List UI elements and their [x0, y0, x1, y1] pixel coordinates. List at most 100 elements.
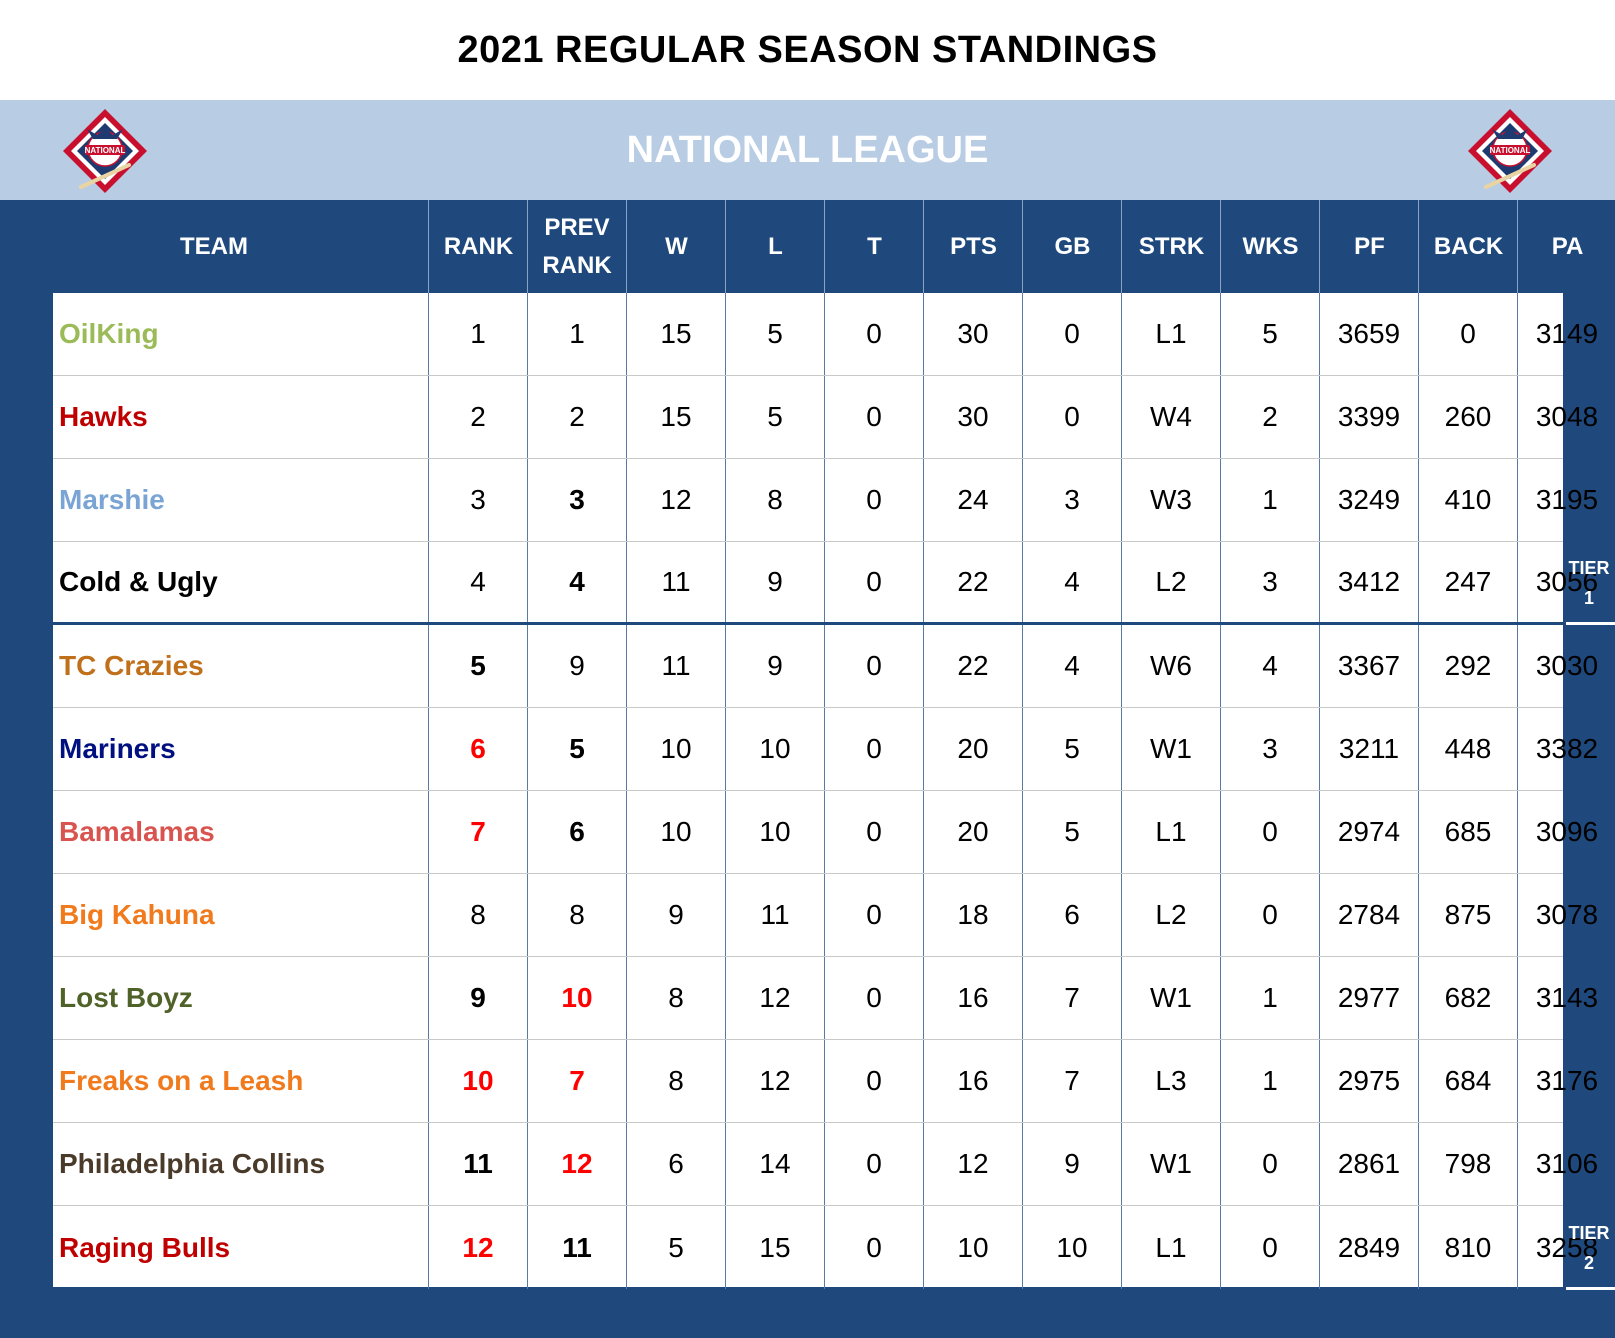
l-cell: 15: [725, 1206, 824, 1289]
pf-cell: 2784: [1319, 874, 1418, 956]
w-cell: 10: [626, 708, 725, 790]
column-header-pa: PA: [1517, 200, 1615, 293]
back-cell: 685: [1418, 791, 1517, 873]
strk-cell: W4: [1121, 376, 1220, 458]
gb-cell: 5: [1022, 791, 1121, 873]
strk-cell: L2: [1121, 542, 1220, 622]
t-cell: 0: [824, 376, 923, 458]
column-header-gb: GB: [1022, 200, 1122, 293]
gb-cell: 0: [1022, 376, 1121, 458]
strk-cell: L1: [1121, 293, 1220, 375]
title-band: 2021 REGULAR SEASON STANDINGS: [0, 0, 1615, 101]
team-name: Philadelphia Collins: [59, 1148, 326, 1179]
pts-cell: 10: [923, 1206, 1022, 1289]
gb-cell: 0: [1022, 293, 1121, 375]
pts-cell: 16: [923, 957, 1022, 1039]
w-cell: 5: [626, 1206, 725, 1289]
team-name: Hawks: [59, 401, 148, 432]
column-header-pts: PTS: [923, 200, 1023, 293]
pf-cell: 3367: [1319, 625, 1418, 707]
w-cell: 15: [626, 376, 725, 458]
back-cell: 0: [1418, 293, 1517, 375]
pf-cell: 2977: [1319, 957, 1418, 1039]
column-header-prev-rank: PREV RANK: [527, 200, 626, 293]
pa-cell: 3106: [1517, 1123, 1615, 1205]
rank-cell: 6: [428, 708, 527, 790]
back-cell: 798: [1418, 1123, 1517, 1205]
w-cell: 11: [626, 625, 725, 707]
l-cell: 5: [725, 293, 824, 375]
national-league-logo-icon: NATIONAL: [63, 109, 147, 193]
l-cell: 10: [725, 791, 824, 873]
pf-cell: 3399: [1319, 376, 1418, 458]
strk-cell: W6: [1121, 625, 1220, 707]
team-name: Bamalamas: [59, 816, 215, 847]
pts-cell: 12: [923, 1123, 1022, 1205]
gb-cell: 4: [1022, 625, 1121, 707]
back-cell: 875: [1418, 874, 1517, 956]
league-name: NATIONAL LEAGUE: [626, 128, 989, 171]
table-row: Hawks 2 2 15 5 0 30 0 W4 2 3399 260 3048: [53, 376, 1598, 459]
back-cell: 247: [1418, 542, 1517, 622]
w-cell: 6: [626, 1123, 725, 1205]
wks-cell: 3: [1220, 542, 1319, 622]
pts-cell: 30: [923, 293, 1022, 375]
pf-cell: 2861: [1319, 1123, 1418, 1205]
wks-cell: 1: [1220, 957, 1319, 1039]
prev-rank-cell: 8: [527, 874, 626, 956]
rank-cell: 3: [428, 459, 527, 541]
t-cell: 0: [824, 1040, 923, 1122]
gb-cell: 7: [1022, 957, 1121, 1039]
tier-1-label: TIER 1: [1568, 558, 1610, 608]
pa-cell: 3078: [1517, 874, 1615, 956]
table-row: Bamalamas 7 6 10 10 0 20 5 L1 0 2974 685 3096: [53, 791, 1598, 874]
strk-cell: L1: [1121, 1206, 1220, 1289]
prev-rank-cell: 9: [527, 625, 626, 707]
w-cell: 8: [626, 1040, 725, 1122]
pa-cell: 3382: [1517, 708, 1615, 790]
pa-cell: 3143: [1517, 957, 1615, 1039]
w-cell: 10: [626, 791, 725, 873]
prev-rank-cell: 7: [527, 1040, 626, 1122]
back-cell: 682: [1418, 957, 1517, 1039]
rank-cell: 1: [428, 293, 527, 375]
pa-cell: 3258: [1517, 1206, 1615, 1289]
strk-cell: L1: [1121, 791, 1220, 873]
strk-cell: W1: [1121, 957, 1220, 1039]
back-cell: 410: [1418, 459, 1517, 541]
wks-cell: 5: [1220, 293, 1319, 375]
pts-cell: 18: [923, 874, 1022, 956]
pf-cell: 2975: [1319, 1040, 1418, 1122]
strk-cell: W1: [1121, 708, 1220, 790]
pf-cell: 2974: [1319, 791, 1418, 873]
pts-cell: 30: [923, 376, 1022, 458]
pa-cell: 3176: [1517, 1040, 1615, 1122]
prev-rank-cell: 2: [527, 376, 626, 458]
pts-cell: 20: [923, 708, 1022, 790]
strk-cell: W3: [1121, 459, 1220, 541]
table-row: Lost Boyz 9 10 8 12 0 16 7 W1 1 2977 682 3143: [53, 957, 1598, 1040]
team-name: Lost Boyz: [59, 982, 193, 1013]
t-cell: 0: [824, 708, 923, 790]
column-header-w: W: [626, 200, 726, 293]
strk-cell: L2: [1121, 874, 1220, 956]
gb-cell: 6: [1022, 874, 1121, 956]
table-row: Mariners 6 5 10 10 0 20 5 W1 3 3211 448 3382: [53, 708, 1598, 791]
prev-rank-cell: 6: [527, 791, 626, 873]
national-league-logo-icon: NATIONAL: [1468, 109, 1552, 193]
column-header-pf: PF: [1319, 200, 1419, 293]
t-cell: 0: [824, 625, 923, 707]
l-cell: 14: [725, 1123, 824, 1205]
column-header-l: L: [725, 200, 825, 293]
pts-cell: 20: [923, 791, 1022, 873]
wks-cell: 4: [1220, 625, 1319, 707]
team-name: Freaks on a Leash: [59, 1065, 304, 1096]
column-header-back: BACK: [1418, 200, 1518, 293]
rank-cell: 2: [428, 376, 527, 458]
tier-2-label: TIER 2: [1568, 1223, 1610, 1273]
back-cell: 684: [1418, 1040, 1517, 1122]
pf-cell: 3412: [1319, 542, 1418, 622]
t-cell: 0: [824, 874, 923, 956]
t-cell: 0: [824, 459, 923, 541]
pa-cell: 3056: [1517, 542, 1615, 622]
